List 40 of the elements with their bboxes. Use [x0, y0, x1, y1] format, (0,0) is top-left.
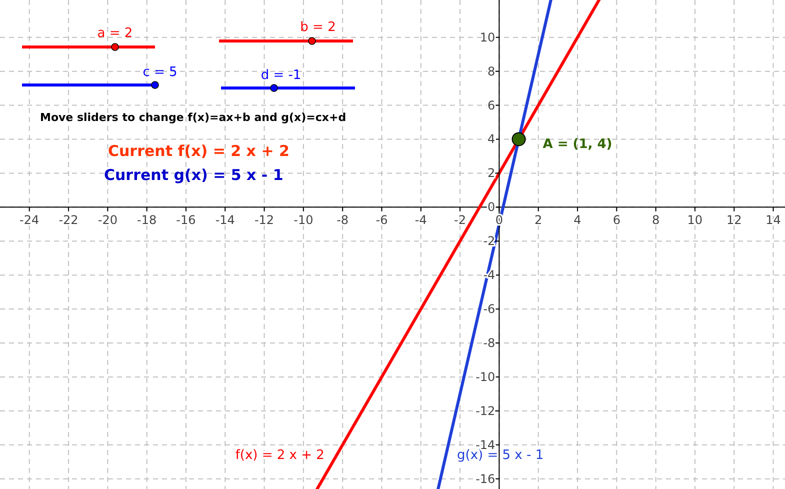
- x-tick-label: 6: [612, 213, 620, 228]
- x-tick-label: -14: [215, 213, 235, 228]
- x-tick-label: 8: [652, 213, 660, 228]
- y-tick-label: 2: [488, 166, 496, 180]
- x-tick-label: -24: [20, 213, 40, 228]
- x-tick-label: -8: [336, 213, 349, 228]
- x-tick-label: -20: [98, 213, 118, 228]
- y-tick-label: -8: [483, 336, 496, 350]
- y-tick-label: -16: [476, 472, 496, 486]
- y-tick-label: -10: [476, 370, 496, 384]
- y-tick-label: 10: [480, 30, 496, 44]
- x-tick-label: 2: [534, 213, 542, 228]
- series-label: f(x) = 2 x + 2: [235, 448, 324, 463]
- annotation: d = -1: [260, 68, 302, 83]
- annotation: Move sliders to change f(x)=ax+b and g(x)=cx+d: [40, 111, 346, 124]
- x-tick-label: -4: [414, 213, 427, 228]
- annotation: a = 2: [97, 26, 133, 41]
- x-tick-label: 10: [687, 213, 703, 228]
- y-tick-label: -6: [483, 302, 496, 316]
- y-tick-label: 6: [488, 98, 496, 112]
- annotation: b = 2: [300, 20, 336, 35]
- y-tick-label: 8: [488, 64, 496, 78]
- x-tick-label: -22: [58, 213, 78, 228]
- y-tick-label: -2: [483, 234, 496, 248]
- x-tick-label: -16: [176, 213, 196, 228]
- series-label: g(x) = 5 x - 1: [457, 448, 544, 463]
- y-tick-label: 4: [488, 132, 496, 146]
- annotation: Current g(x) = 5 x - 1: [104, 166, 284, 184]
- x-tick-label: 4: [574, 213, 582, 228]
- annotation: c = 5: [142, 65, 178, 80]
- x-tick-label: 12: [726, 213, 742, 228]
- y-tick-label: -12: [476, 404, 496, 418]
- annotation: Current f(x) = 2 x + 2: [108, 142, 290, 160]
- annotation: A = (1, 4): [542, 137, 612, 152]
- x-tick-label: 14: [766, 213, 781, 228]
- x-tick-label: -6: [376, 213, 388, 228]
- x-tick-label: -10: [294, 213, 314, 228]
- x-tick-label: -18: [137, 213, 157, 228]
- x-tick-label: -12: [254, 213, 274, 228]
- x-tick-label: -2: [454, 213, 466, 228]
